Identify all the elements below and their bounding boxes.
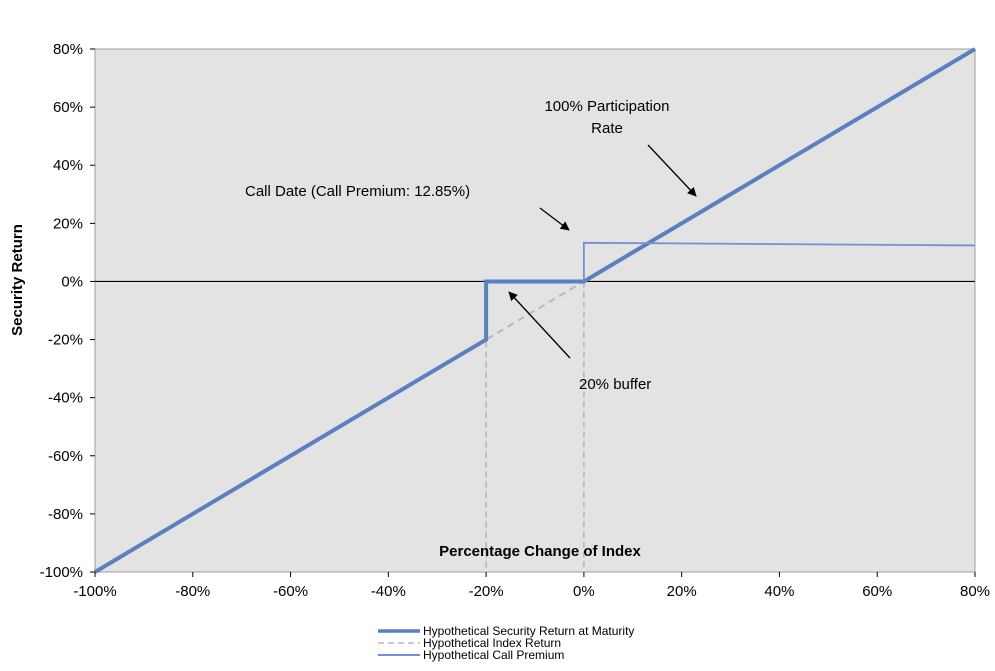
x-tick-label: 40% bbox=[764, 583, 794, 600]
legend-label-security-return: Hypothetical Security Return at Maturity bbox=[423, 624, 634, 638]
y-tick-label: -20% bbox=[48, 332, 83, 349]
y-tick-label: 0% bbox=[61, 273, 83, 290]
y-axis-title: Security Return bbox=[9, 224, 26, 336]
legend-label-call-premium: Hypothetical Call Premium bbox=[423, 648, 564, 662]
x-tick-label: -60% bbox=[273, 583, 308, 600]
series-group bbox=[93, 47, 977, 574]
x-tick-label: -100% bbox=[73, 583, 116, 600]
y-tick-label: -60% bbox=[48, 448, 83, 465]
y-tick-label: 60% bbox=[53, 99, 83, 116]
x-tick-label: 80% bbox=[960, 583, 990, 600]
series-line-call-premium bbox=[582, 241, 976, 282]
annotation-participation-line1: 100% Participation bbox=[544, 98, 669, 115]
y-tick-label: 40% bbox=[53, 157, 83, 174]
y-tick-label: -80% bbox=[48, 506, 83, 523]
annotation-call-date: Call Date (Call Premium: 12.85%) bbox=[245, 183, 470, 200]
arrow-call-date bbox=[539, 207, 570, 231]
arrow-participation bbox=[647, 144, 697, 197]
x-tick-label: -80% bbox=[175, 583, 210, 600]
x-tick-label: -20% bbox=[469, 583, 504, 600]
annotation-buffer: 20% buffer bbox=[579, 376, 651, 393]
legend: Hypothetical Security Return at Maturity… bbox=[378, 624, 634, 662]
x-tick-label: -40% bbox=[371, 583, 406, 600]
tick-labels: -100% -80% -60% -40% -20% 0% 20% 40% 60% 80% 80% 60… bbox=[40, 41, 990, 600]
legend-label-index-return: Hypothetical Index Return bbox=[423, 636, 561, 650]
y-tick-label: 20% bbox=[53, 215, 83, 232]
y-tick-label: -40% bbox=[48, 390, 83, 407]
x-tick-label: 0% bbox=[573, 583, 595, 600]
x-tick-label: 20% bbox=[667, 583, 697, 600]
y-tick-label: 80% bbox=[53, 41, 83, 58]
arrow-buffer bbox=[508, 291, 571, 359]
annotation-participation-line2: Rate bbox=[591, 120, 623, 137]
x-axis-title: Percentage Change of Index bbox=[439, 543, 641, 560]
x-tick-label: 60% bbox=[862, 583, 892, 600]
y-tick-label: -100% bbox=[40, 564, 83, 581]
series-line-security-return bbox=[93, 47, 977, 574]
